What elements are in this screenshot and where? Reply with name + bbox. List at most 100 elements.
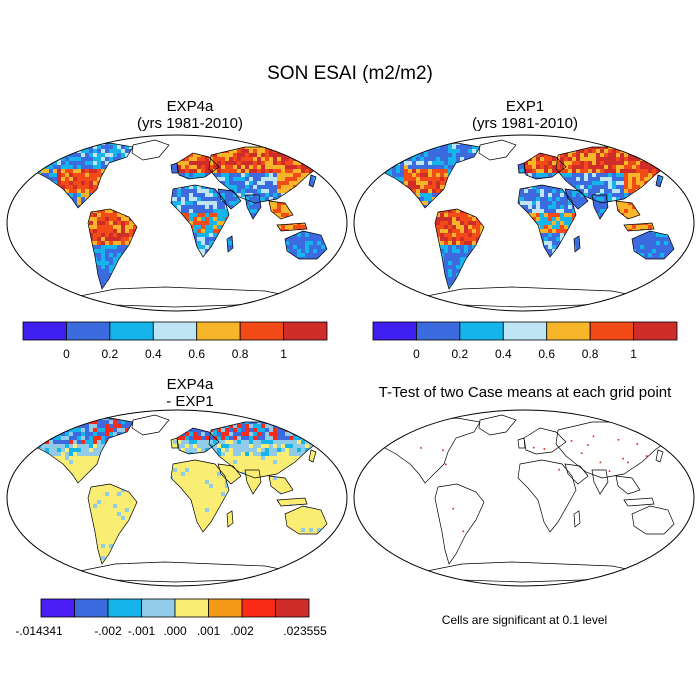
significant-cell — [420, 447, 422, 449]
land-europe — [5, 408, 350, 588]
colorbar-box — [284, 322, 327, 340]
colorbar-exp4a: 0 0.2 0.4 0.6 0.8 1 — [15, 320, 335, 362]
panel-title-exp1-line1: EXP1 — [375, 98, 675, 115]
significant-cell — [636, 443, 638, 445]
land-india — [352, 133, 697, 313]
land-uk — [5, 133, 350, 313]
significant-cell — [558, 469, 560, 471]
land-africa — [5, 133, 350, 313]
colorbar-tick-label: 0 — [63, 347, 70, 361]
land-southeast-asia — [352, 133, 697, 313]
land-madagascar — [352, 133, 697, 313]
land-north-america — [5, 133, 350, 313]
land-japan — [5, 133, 350, 313]
land-indonesia — [352, 133, 697, 313]
significant-cell — [571, 440, 573, 442]
panel-title-ttest: T-Test of two Case means at each grid po… — [350, 384, 700, 401]
map-panel-diff — [5, 408, 350, 588]
map-panel-exp1 — [352, 133, 697, 313]
significant-cell — [654, 438, 656, 440]
colorbar-tick-label: 0.4 — [495, 347, 512, 361]
colorbar-diff: -.014341 -.002 -.001.000.001.002.023555 — [5, 597, 345, 639]
colorbar-box — [75, 599, 109, 617]
colorbar-box — [276, 599, 310, 617]
land-south-america — [5, 408, 350, 588]
land-australia — [5, 133, 350, 313]
map-panel-ttest — [352, 408, 697, 588]
significant-cell — [609, 470, 611, 472]
significant-cell — [544, 448, 546, 450]
land-arabia — [5, 408, 350, 588]
colorbar-box — [108, 599, 142, 617]
land-madagascar — [5, 133, 350, 313]
land-europe — [352, 133, 697, 313]
colorbar-box — [460, 322, 503, 340]
colorbar-tick-label: 0.2 — [452, 347, 469, 361]
colorbar-box — [547, 322, 590, 340]
colorbar-tick-label: .023555 — [283, 624, 327, 638]
panel-title-ttest-line1: T-Test of two Case means at each grid po… — [350, 384, 700, 401]
colorbar-tick-label: .001 — [197, 624, 221, 638]
land-new-zealand — [5, 408, 350, 588]
significant-cell — [452, 508, 454, 510]
significant-cell — [445, 464, 447, 466]
panel-title-diff: EXP4a - EXP1 — [40, 376, 340, 410]
colorbar-box — [209, 599, 243, 617]
colorbar-tick-label: 0.4 — [145, 347, 162, 361]
panel-title-exp4a: EXP4a (yrs 1981-2010) — [40, 98, 340, 132]
land-uk — [5, 408, 350, 588]
main-title: SON ESAI (m2/m2) — [0, 63, 700, 85]
map-border — [354, 410, 694, 586]
land-indonesia — [5, 408, 350, 588]
colorbar-box — [66, 322, 109, 340]
colorbar-box — [240, 322, 283, 340]
colorbar-tick-label: 0.6 — [188, 347, 205, 361]
land-north-america — [5, 408, 350, 588]
land-asia — [352, 133, 697, 313]
land-north-america — [352, 133, 697, 313]
colorbar-box — [634, 322, 677, 340]
colorbar-box — [373, 322, 416, 340]
land-asia — [5, 408, 350, 588]
land-madagascar — [5, 408, 350, 588]
significant-cell — [646, 455, 648, 457]
colorbar-exp1: 0 0.2 0.4 0.6 0.8 1 — [365, 320, 685, 362]
colorbar-tick-label: 0.8 — [582, 347, 599, 361]
land-south-america — [352, 133, 697, 313]
land-new-zealand — [352, 133, 697, 313]
colorbar-box — [175, 599, 209, 617]
colorbar-tick-label: 1 — [280, 347, 287, 361]
colorbar-tick-label: 0.8 — [232, 347, 249, 361]
land-japan — [352, 133, 697, 313]
panel-title-diff-line1: EXP4a — [40, 376, 340, 393]
colorbar-tick-label: 0.6 — [538, 347, 555, 361]
land-india — [5, 133, 350, 313]
colorbar-tick-label: -.014341 — [15, 624, 63, 638]
land-asia — [5, 133, 350, 313]
significant-cell — [533, 447, 535, 449]
land-new-zealand — [5, 133, 350, 313]
land-australia — [5, 408, 350, 588]
colorbar-tick-label: .002 — [230, 624, 254, 638]
significant-cell — [618, 439, 620, 441]
panel-title-exp4a-line2: (yrs 1981-2010) — [40, 115, 340, 132]
colorbar-tick-label: -.002 — [94, 624, 122, 638]
significant-cell — [593, 436, 595, 438]
land-arabia — [352, 133, 697, 313]
panel-title-exp4a-line1: EXP4a — [40, 98, 340, 115]
significant-cell — [463, 531, 465, 533]
colorbar-box — [416, 322, 459, 340]
colorbar-tick-label: 1 — [630, 347, 637, 361]
colorbar-box — [110, 322, 153, 340]
significant-cell — [587, 444, 589, 446]
colorbar-box — [153, 322, 196, 340]
significant-cell — [600, 462, 602, 464]
significant-cell — [622, 458, 624, 460]
colorbar-box — [41, 599, 75, 617]
colorbar-box — [23, 322, 66, 340]
land-india — [5, 408, 350, 588]
significant-cell — [442, 449, 444, 451]
panel-title-exp1-line2: (yrs 1981-2010) — [375, 115, 675, 132]
colorbar-tick-label: .000 — [163, 624, 187, 638]
colorbar-box — [503, 322, 546, 340]
